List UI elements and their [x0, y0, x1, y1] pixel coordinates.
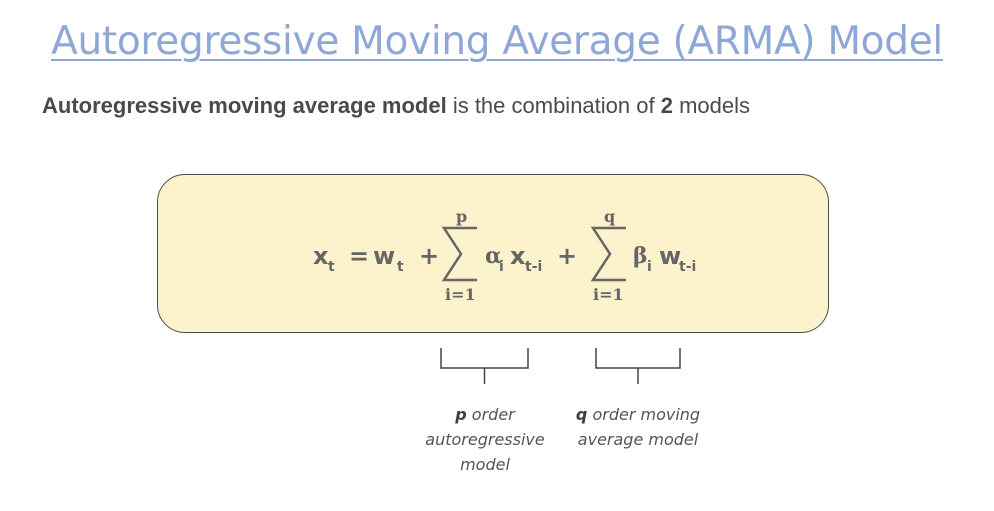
subtitle-end-text: models [672, 93, 751, 118]
ma-brace [595, 348, 681, 384]
formula-beta-sub: i [647, 259, 652, 275]
formula-box [157, 174, 829, 333]
formula-lhs-var: x [313, 242, 329, 270]
formula-lhs-sub: t [328, 259, 335, 275]
formula-x-var: x [510, 242, 526, 270]
ar-order-symbol: p [455, 405, 467, 424]
sum1-upper-limit: p [456, 207, 468, 226]
formula-x-sub: t-i [525, 259, 543, 275]
ar-line1-rest: order [466, 405, 515, 424]
ma-order-symbol: q [575, 405, 588, 424]
ar-brace [440, 348, 529, 384]
ar-label-line2: autoregressive [425, 430, 545, 449]
ma-label-line1: q order moving [563, 402, 713, 427]
subtitle-mid-text: is the combination of [446, 93, 661, 118]
formula-w2-var: w [659, 242, 682, 270]
formula-w2-sub: t-i [679, 259, 697, 275]
page-title: Autoregressive Moving Average (ARMA) Mod… [51, 19, 943, 64]
ar-label: p order autoregressive model [409, 402, 561, 477]
formula-plus-1: + [419, 242, 440, 270]
sigma-2-icon [590, 226, 626, 282]
formula-plus-2: + [557, 242, 578, 270]
ma-line1-rest: order moving [587, 405, 701, 424]
formula-alpha: α [485, 243, 502, 269]
sum1-lower-limit: i=1 [445, 285, 476, 304]
sum2-upper-limit: q [604, 207, 616, 226]
formula-equals: = [349, 242, 370, 270]
sigma-1-icon [441, 226, 477, 282]
subtitle-bold-term: Autoregressive moving average model [42, 93, 447, 118]
formula-w-var: w [373, 242, 396, 270]
ar-label-line3: model [460, 455, 510, 474]
ma-label-line2: average model [577, 430, 699, 449]
formula-w-sub: t [397, 259, 404, 275]
sum2-lower-limit: i=1 [593, 285, 624, 304]
formula-beta: β [633, 243, 648, 269]
formula-alpha-sub: i [499, 259, 504, 275]
subtitle-count: 2 [660, 93, 673, 118]
subtitle: Autoregressive moving average model is t… [42, 91, 750, 121]
ma-label: q order moving average model [563, 402, 713, 452]
ar-label-line1: p order [409, 402, 561, 427]
